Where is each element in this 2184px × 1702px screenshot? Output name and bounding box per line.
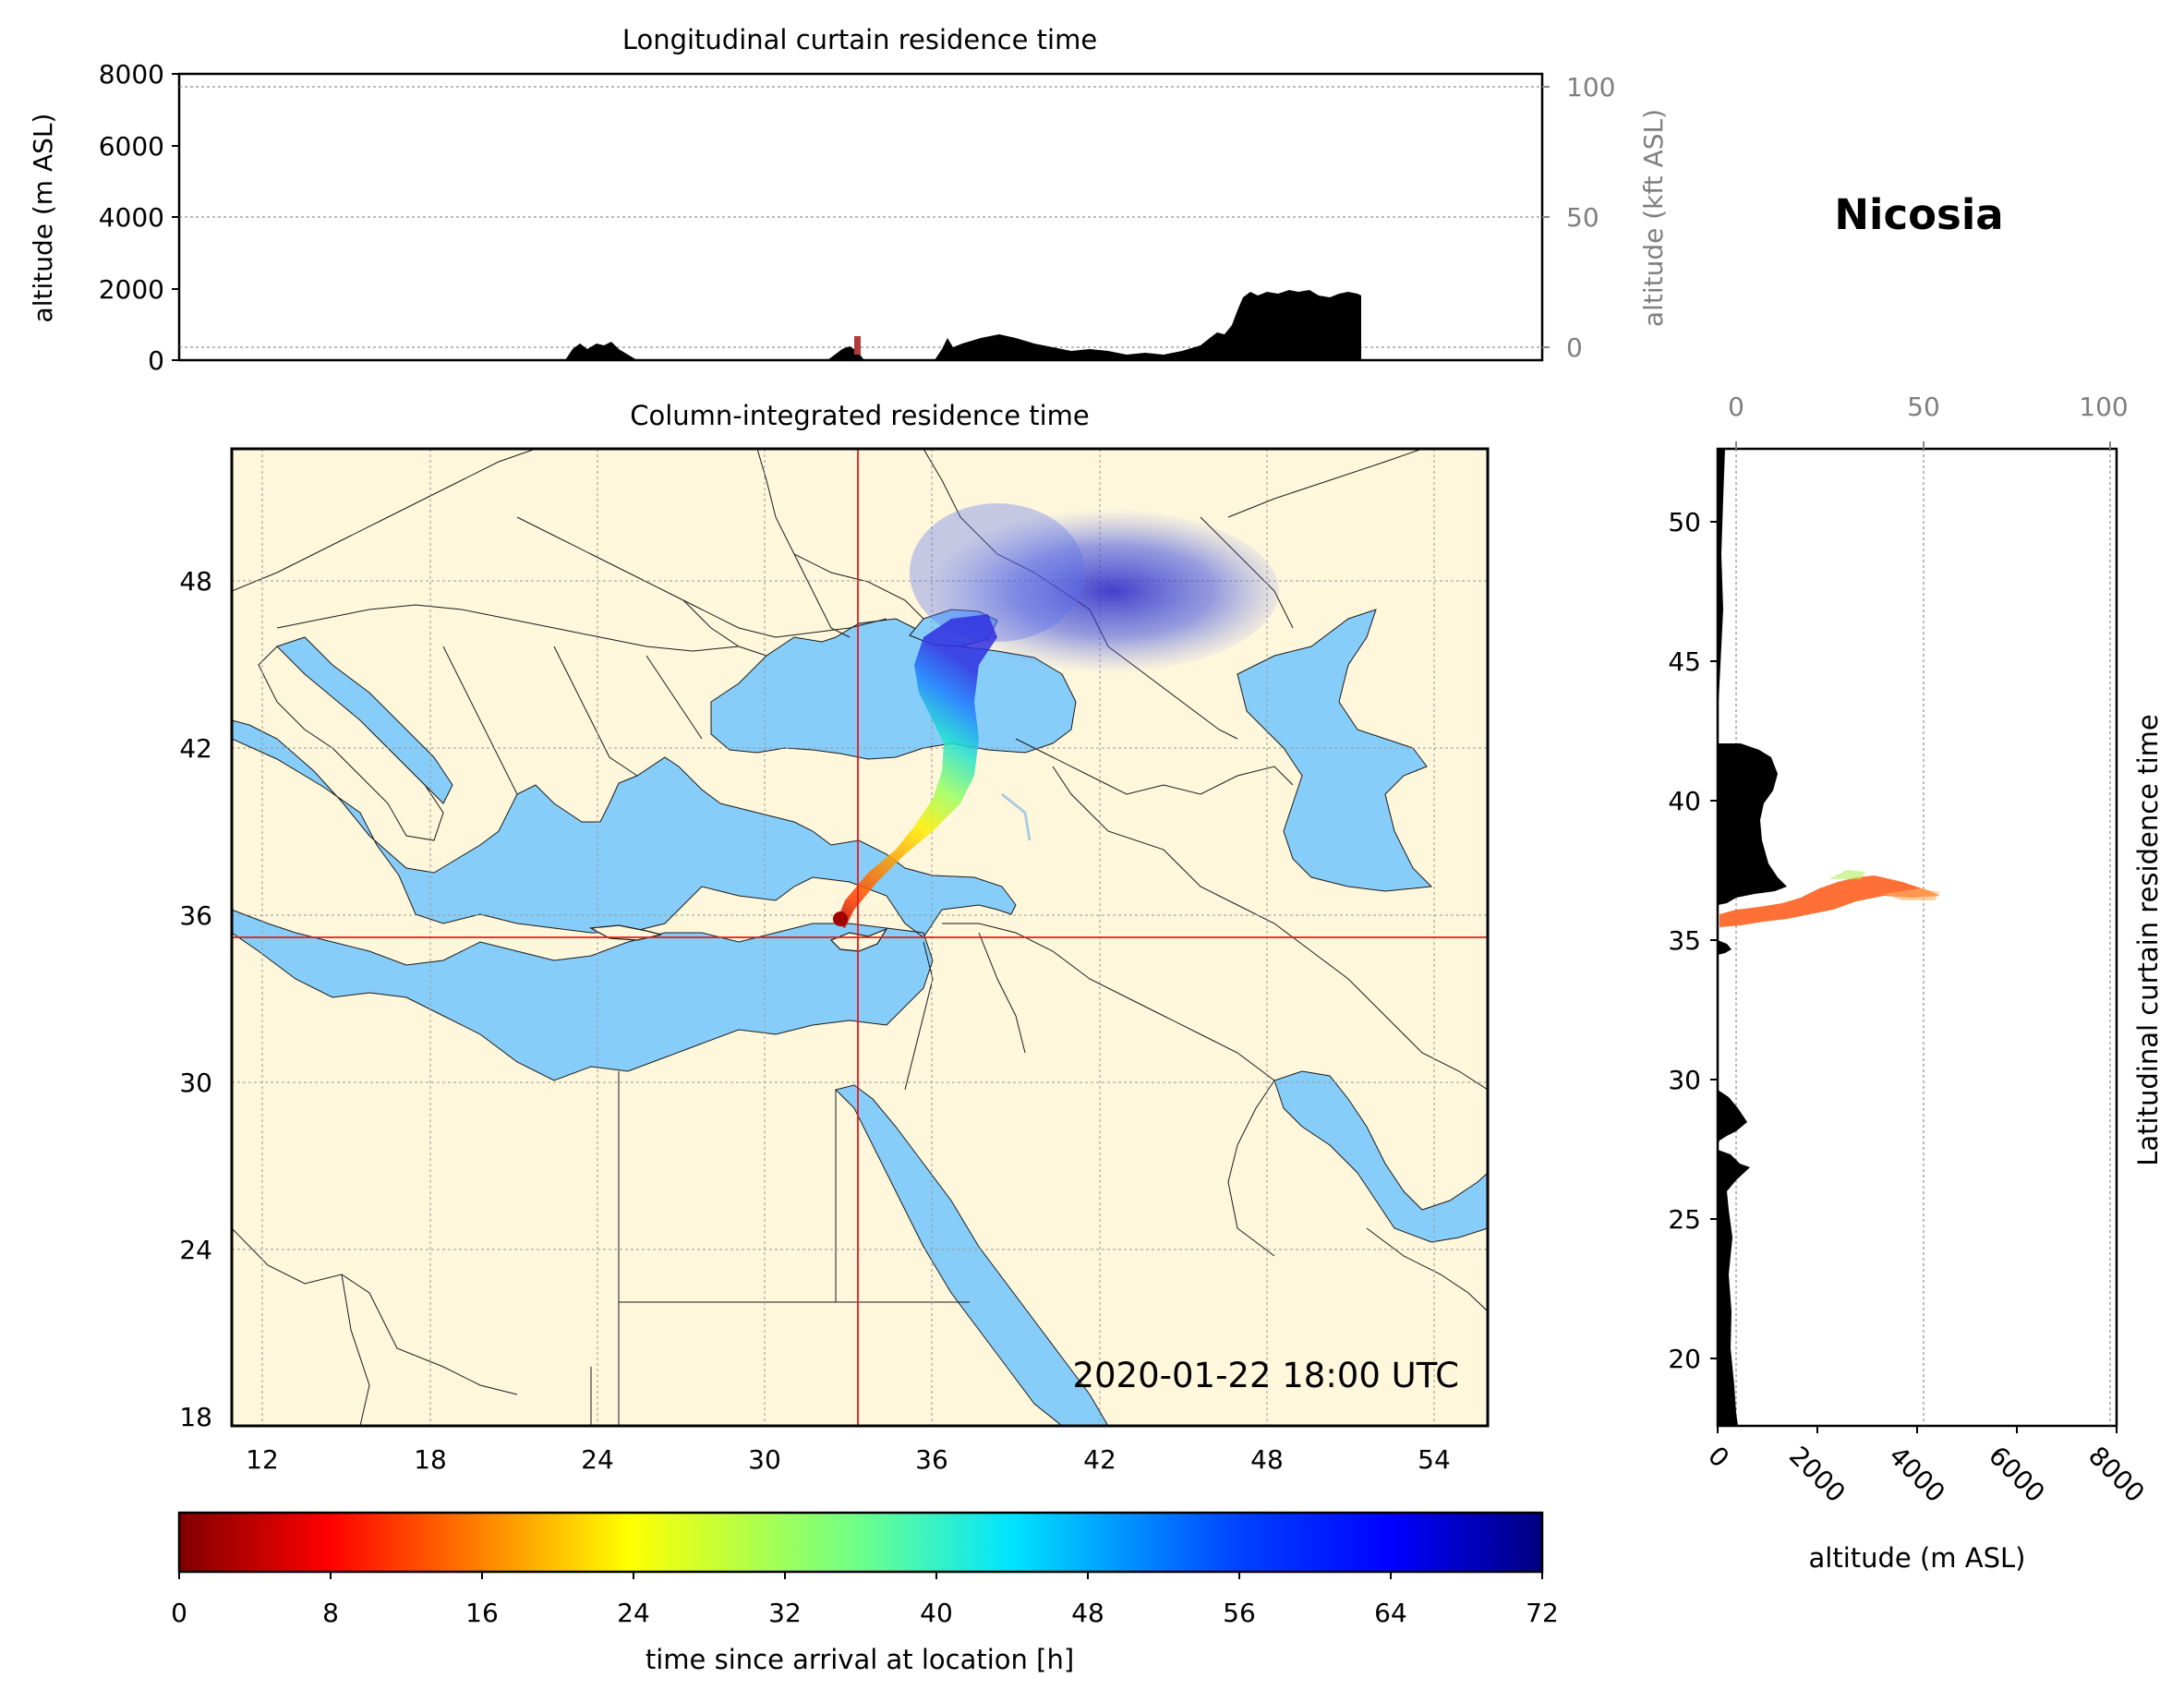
colorbar-tick: 72 xyxy=(1526,1598,1559,1628)
colorbar-label: time since arrival at location [h] xyxy=(646,1644,1074,1675)
plume-core xyxy=(836,614,997,928)
colorbar-tick: 64 xyxy=(1374,1598,1407,1628)
top-y-axis-right: 0 50 100 xyxy=(1542,72,1615,363)
colorbar-tick: 32 xyxy=(768,1598,802,1628)
persian-gulf xyxy=(1273,1070,1488,1243)
map-xtick: 12 xyxy=(246,1444,279,1475)
map-xtick: 42 xyxy=(1083,1444,1116,1475)
plume-blue-region xyxy=(910,503,1085,642)
map-ytick: 36 xyxy=(179,900,212,931)
right-ytick: 35 xyxy=(1668,925,1701,956)
map-area: 2020-01-22 18:00 UTC xyxy=(232,449,1488,1426)
cyprus xyxy=(829,927,888,952)
colorbar-tick: 56 xyxy=(1223,1598,1256,1628)
right-xtick-bottom: 0 xyxy=(1702,1441,1735,1474)
colorbar-gradient xyxy=(177,1511,1544,1574)
right-panel-frame xyxy=(1716,447,2118,1428)
longitudinal-curtain-panel: Longitudinal curtain residence time 0 20… xyxy=(28,24,1669,376)
colorbar-tick: 8 xyxy=(322,1598,339,1628)
colorbar-tick: 0 xyxy=(171,1598,187,1628)
latitudinal-curtain-panel: 20 25 30 35 40 45 50 0 50 100 0 2000 400… xyxy=(1668,392,2164,1574)
right-x-axis-top: 0 50 100 xyxy=(1728,392,2129,449)
right-xtick-bottom: 8000 xyxy=(2082,1441,2151,1509)
map-ytick: 18 xyxy=(179,1402,212,1432)
map-timestamp: 2020-01-22 18:00 UTC xyxy=(1072,1356,1459,1395)
plume-wisp xyxy=(1001,792,1032,841)
top-terrain-profile xyxy=(179,290,1361,360)
right-ytick: 40 xyxy=(1668,786,1701,816)
map-x-ticks: 12 18 24 30 36 42 48 54 xyxy=(246,1444,1451,1475)
colorbar-ticks xyxy=(178,1572,1543,1579)
adriatic-sea xyxy=(276,636,453,804)
map-xtick: 24 xyxy=(581,1444,614,1475)
right-x-axis-bottom: 0 2000 4000 6000 8000 xyxy=(1702,1426,2151,1508)
map-xtick: 18 xyxy=(414,1444,447,1475)
top-ytick-left: 4000 xyxy=(99,202,164,233)
right-plume-profile xyxy=(1719,875,1939,927)
map-frame xyxy=(230,447,1490,1428)
right-plume-green xyxy=(1828,870,1865,879)
right-terrain-profile xyxy=(1718,449,1787,1426)
colorbar: 0 8 16 24 32 40 48 56 64 72 time since a… xyxy=(171,1511,1559,1675)
colorbar-tick: 40 xyxy=(920,1598,953,1628)
right-xtick-top: 0 xyxy=(1728,392,1744,422)
colorbar-tick: 16 xyxy=(465,1598,499,1628)
right-xtick-bottom: 6000 xyxy=(1983,1441,2051,1509)
country-borders xyxy=(232,449,1488,1426)
map-xtick: 36 xyxy=(915,1444,948,1475)
map-xtick: 30 xyxy=(748,1444,781,1475)
map-xtick: 54 xyxy=(1418,1444,1451,1475)
right-plume-tail xyxy=(1884,888,1939,900)
top-y-axis-left: 0 2000 4000 6000 8000 xyxy=(99,59,179,376)
top-ytick-left: 2000 xyxy=(99,274,164,305)
right-ytick: 50 xyxy=(1668,507,1701,537)
map-ytick: 48 xyxy=(179,566,212,597)
plume-source xyxy=(833,911,848,926)
right-ytick: 25 xyxy=(1668,1204,1701,1235)
map-xtick: 48 xyxy=(1250,1444,1284,1475)
right-ytick: 30 xyxy=(1668,1065,1701,1095)
right-xtick-bottom: 4000 xyxy=(1883,1441,1951,1509)
red-sea xyxy=(835,1084,1109,1426)
right-xtick-top: 100 xyxy=(2079,392,2128,422)
colorbar-tick: 24 xyxy=(617,1598,650,1628)
right-ytick: 45 xyxy=(1668,646,1701,677)
map-panel: Column-integrated residence time xyxy=(179,400,1490,1475)
top-ylabel-left: altitude (m ASL) xyxy=(28,114,58,323)
crete xyxy=(589,924,662,941)
location-title: Nicosia xyxy=(1834,190,2003,239)
top-ytick-left: 0 xyxy=(148,345,164,376)
right-xlabel: altitude (m ASL) xyxy=(1809,1542,2026,1574)
top-plume-mark xyxy=(854,336,861,355)
right-ylabel: Latitudinal curtain residence time xyxy=(2132,714,2164,1166)
caspian-sea xyxy=(1237,609,1433,892)
residence-time-plume xyxy=(833,503,1279,928)
map-y-ticks: 18 24 30 36 42 48 xyxy=(179,566,212,1432)
plume-blue-region xyxy=(910,508,1279,674)
colorbar-tick: 48 xyxy=(1071,1598,1104,1628)
top-ylabel-right: altitude (kft ASL) xyxy=(1638,109,1669,327)
right-xtick-bottom: 2000 xyxy=(1783,1441,1852,1509)
top-ytick-right: 100 xyxy=(1566,72,1615,103)
top-ytick-right: 0 xyxy=(1566,332,1583,363)
top-ytick-left: 6000 xyxy=(99,131,164,162)
mediterranean-sea xyxy=(232,719,1017,1081)
top-ytick-left: 8000 xyxy=(99,59,164,90)
map-ytick: 42 xyxy=(179,733,212,764)
right-xtick-top: 50 xyxy=(1907,392,1940,422)
right-ytick: 20 xyxy=(1668,1344,1701,1374)
top-panel-title: Longitudinal curtain residence time xyxy=(622,24,1097,55)
right-y-axis: 20 25 30 35 40 45 50 xyxy=(1668,507,1718,1374)
map-ytick: 30 xyxy=(179,1068,212,1098)
map-panel-title: Column-integrated residence time xyxy=(630,400,1090,431)
map-ytick: 24 xyxy=(179,1235,212,1265)
top-ytick-right: 50 xyxy=(1566,202,1599,233)
